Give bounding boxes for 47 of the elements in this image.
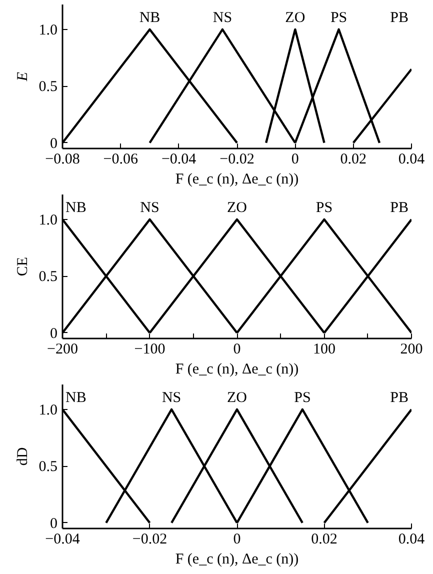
y-tick-label: 0.5 xyxy=(38,459,58,476)
y-tick-label: 1.0 xyxy=(38,212,58,228)
series-label: NB xyxy=(66,200,86,216)
x-tick-label: 100 xyxy=(313,342,336,358)
series-label: NS xyxy=(162,390,182,406)
x-tick-label: 0.02 xyxy=(311,532,338,548)
series-label: NB xyxy=(66,390,86,406)
x-tick-label: 0.04 xyxy=(398,532,426,548)
y-axis-title: CE xyxy=(14,256,31,276)
x-tick-label: −100 xyxy=(134,342,166,358)
x-tick-label: 200 xyxy=(400,342,423,358)
series-label: PS xyxy=(316,200,333,216)
x-tick-label: 0 xyxy=(291,152,299,168)
series-label: PS xyxy=(330,10,348,26)
y-tick-label: 0.5 xyxy=(38,79,58,96)
y-tick-label: 0 xyxy=(50,136,58,152)
x-tick-label: 0 xyxy=(233,532,241,548)
series-label: ZO xyxy=(227,200,248,216)
x-tick-label: 0 xyxy=(233,342,241,358)
series-label: PS xyxy=(294,390,311,406)
y-tick-label: 0.5 xyxy=(38,269,58,286)
x-tick-label: −0.02 xyxy=(132,532,168,548)
y-tick-label: 0 xyxy=(50,326,58,342)
y-axis-title: E xyxy=(14,72,31,82)
y-tick-label: 1.0 xyxy=(38,22,58,38)
y-tick-label: 1.0 xyxy=(38,402,58,418)
x-tick-label: 0.02 xyxy=(340,152,366,168)
series-label: ZO xyxy=(227,390,248,406)
x-tick-label: 0.04 xyxy=(398,152,426,168)
text: PB xyxy=(390,10,409,26)
x-tick-label: −0.06 xyxy=(103,152,139,168)
x-axis-title: F (e_c (n), Δe_c (n)) xyxy=(175,552,299,568)
series-label: NB xyxy=(139,10,160,26)
y-tick-label: 0 xyxy=(50,516,58,532)
series-label: ZO xyxy=(285,10,306,26)
x-axis-title: F (e_c (n), Δe_c (n)) xyxy=(175,362,299,378)
x-tick-label: −0.02 xyxy=(220,152,254,168)
x-tick-label: −200 xyxy=(47,342,78,358)
x-tick-label: −0.08 xyxy=(45,152,80,168)
x-tick-label: −0.04 xyxy=(161,152,197,168)
series-label: NS xyxy=(212,10,232,26)
series-label: NS xyxy=(140,200,160,216)
series-label: PB xyxy=(390,200,409,216)
series-label: PB xyxy=(390,390,409,406)
x-tick-label: −0.04 xyxy=(45,532,80,548)
x-axis-title: F (e_c (n), Δe_c (n)) xyxy=(175,172,299,188)
y-axis-title: dD xyxy=(14,447,31,466)
